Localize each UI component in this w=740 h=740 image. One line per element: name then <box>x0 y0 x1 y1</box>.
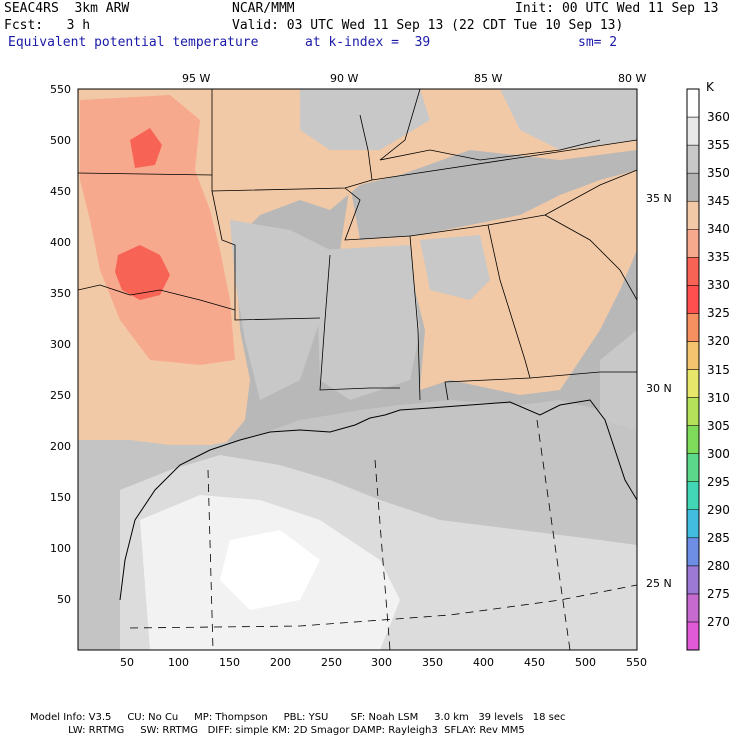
colorbar-unit: K <box>706 80 714 94</box>
colorbar-level-label: 300 <box>707 446 730 461</box>
colorbar-level-label: 280 <box>707 558 730 573</box>
x-tick: 100 <box>168 656 189 669</box>
lon-label: 95 W <box>182 72 211 85</box>
lat-label: 25 N <box>646 577 672 590</box>
lon-label: 85 W <box>474 72 503 85</box>
colorbar-swatch <box>686 341 700 370</box>
coastline <box>119 399 637 601</box>
colorbar-swatch <box>686 481 700 511</box>
colorbar-level-label: 270 <box>707 614 730 629</box>
x-tick: 50 <box>120 656 134 669</box>
colorbar-level-label: 350 <box>707 166 730 181</box>
valid-time: Valid: 03 UTC Wed 11 Sep 13 (22 CDT Tue … <box>232 18 624 33</box>
colorbar-level-label: 330 <box>707 278 730 293</box>
y-tick: 400 <box>50 236 71 249</box>
colorbar-level-label: 355 <box>707 138 730 153</box>
colorbar-level-label: 340 <box>707 222 730 237</box>
colorbar-swatch <box>686 537 700 567</box>
lat-label: 35 N <box>646 192 672 205</box>
lon-label: 80 W <box>618 72 647 85</box>
colorbar-swatch <box>686 509 700 539</box>
level-label: at k-index = 39 <box>305 35 431 50</box>
smoothing-label: sm= 2 <box>578 35 618 50</box>
x-tick: 300 <box>371 656 392 669</box>
init-time: Init: 00 UTC Wed 11 Sep 13 <box>515 1 719 16</box>
colorbar-swatch <box>686 565 700 595</box>
colorbar-swatch <box>686 172 700 202</box>
colorbar-level-label: 290 <box>707 502 730 517</box>
lon-label: 90 W <box>330 72 359 85</box>
colorbar-swatch <box>686 369 700 398</box>
colorbar-level-label: 310 <box>707 390 730 405</box>
y-tick: 500 <box>50 134 71 147</box>
political-boundaries <box>78 89 637 401</box>
model-info-line2: LW: RRTMG SW: RRTMG DIFF: simple KM: 2D … <box>30 725 525 736</box>
colorbar-level-label: 285 <box>707 530 730 545</box>
theta-e-field <box>78 89 637 650</box>
x-tick: 400 <box>473 656 494 669</box>
colorbar-swatch <box>686 257 700 286</box>
colorbar-level-label: 305 <box>707 418 730 433</box>
colorbar-level-label: 345 <box>707 194 730 209</box>
colorbar-level-label: 320 <box>707 334 730 349</box>
colorbar-swatch <box>686 621 700 651</box>
colorbar-level-label: 335 <box>707 250 730 265</box>
y-tick: 100 <box>50 542 71 555</box>
graticule <box>129 419 637 650</box>
lat-label: 30 N <box>646 382 672 395</box>
y-tick: 350 <box>50 287 71 300</box>
colorbar-level-label: 360 <box>707 110 730 125</box>
colorbar-swatch <box>686 397 700 426</box>
y-tick: 250 <box>50 389 71 402</box>
colorbar-swatch <box>686 285 700 314</box>
y-tick: 50 <box>57 593 71 606</box>
x-tick: 450 <box>524 656 545 669</box>
field-name: Equivalent potential temperature <box>8 35 259 50</box>
colorbar-swatch <box>686 88 700 118</box>
x-tick: 250 <box>321 656 342 669</box>
colorbar-level-label: 295 <box>707 474 730 489</box>
y-tick: 550 <box>50 83 71 96</box>
colorbar-level-label: 275 <box>707 586 730 601</box>
colorbar-swatch <box>686 425 700 454</box>
colorbar-swatch <box>686 453 700 482</box>
y-tick: 200 <box>50 440 71 453</box>
plot-frame <box>77 88 638 651</box>
organization: NCAR/MMM <box>232 1 295 16</box>
colorbar <box>686 88 700 651</box>
colorbar-level-label: 325 <box>707 306 730 321</box>
x-tick: 500 <box>575 656 596 669</box>
x-tick: 150 <box>219 656 240 669</box>
colorbar-swatch <box>686 593 700 623</box>
model-info-line1: Model Info: V3.5 CU: No Cu MP: Thompson … <box>30 712 566 723</box>
colorbar-swatch <box>686 200 700 230</box>
y-tick: 300 <box>50 338 71 351</box>
model-title: SEAC4RS 3km ARW <box>4 1 130 16</box>
forecast-hour: Fcst: 3 h <box>4 18 91 33</box>
x-tick: 200 <box>270 656 291 669</box>
y-tick: 450 <box>50 185 71 198</box>
colorbar-swatch <box>686 116 700 146</box>
colorbar-level-label: 315 <box>707 362 730 377</box>
colorbar-swatch <box>686 144 700 174</box>
colorbar-swatch <box>686 313 700 342</box>
x-tick: 550 <box>626 656 647 669</box>
x-tick: 350 <box>422 656 443 669</box>
colorbar-swatch <box>686 229 700 258</box>
y-tick: 150 <box>50 491 71 504</box>
